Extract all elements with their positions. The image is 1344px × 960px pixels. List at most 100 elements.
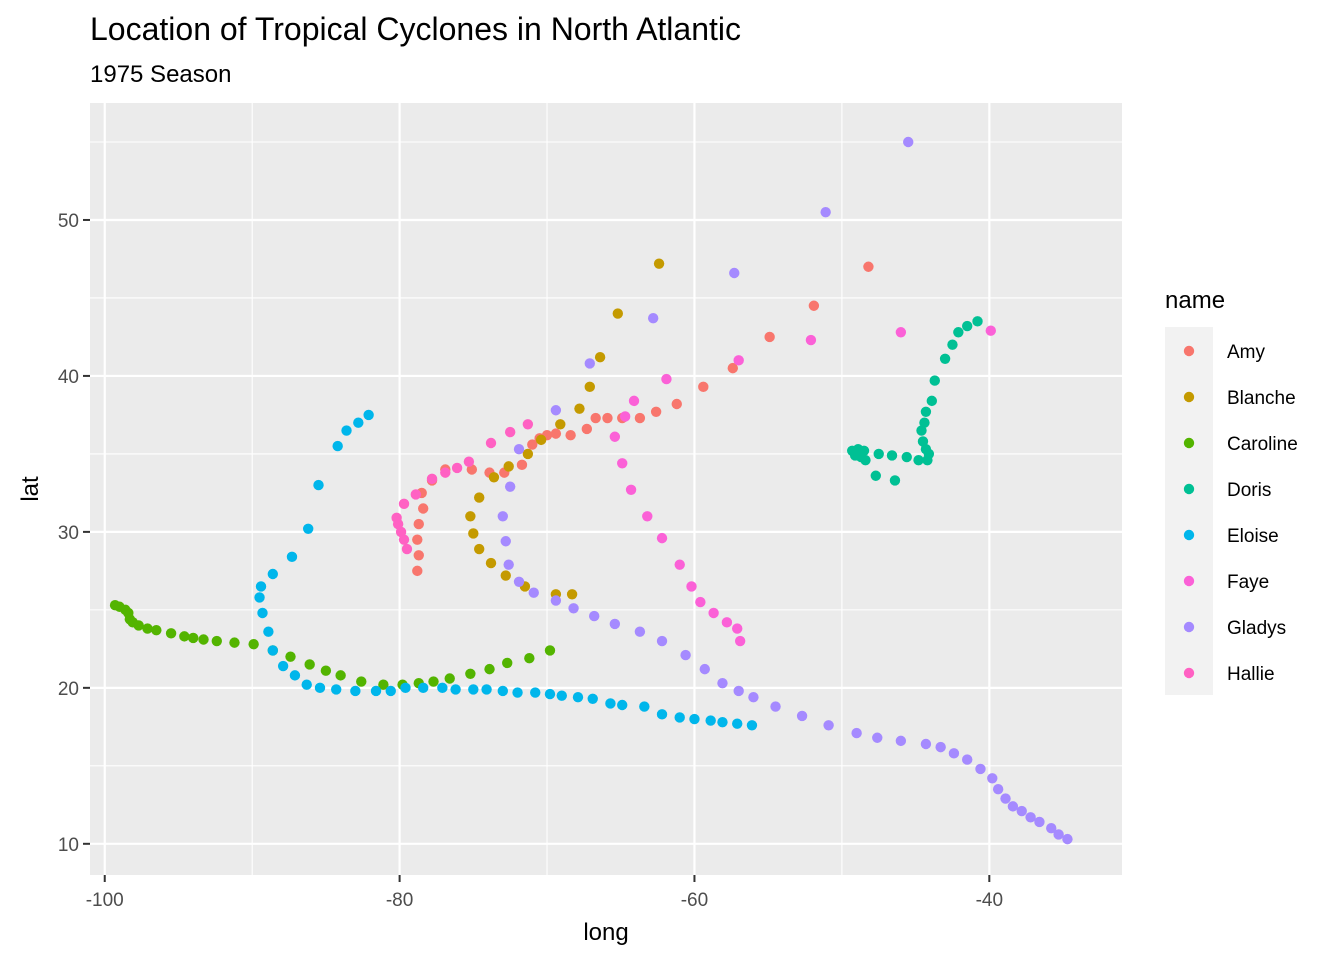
y-tick-label: 50 bbox=[58, 211, 79, 232]
points-layer bbox=[109, 136, 1073, 845]
data-point bbox=[437, 682, 448, 694]
series-blanche bbox=[465, 258, 665, 600]
data-point bbox=[985, 325, 996, 336]
data-point bbox=[698, 381, 709, 393]
data-point bbox=[734, 635, 746, 647]
legend-label-eloise: Eloise bbox=[1227, 526, 1279, 547]
data-point bbox=[895, 327, 907, 338]
data-point bbox=[695, 596, 706, 608]
legend-keys-background bbox=[1165, 327, 1213, 695]
data-point bbox=[188, 632, 199, 644]
legend-key-faye bbox=[1183, 575, 1195, 587]
data-point bbox=[555, 419, 566, 430]
legend-key-caroline bbox=[1183, 437, 1195, 449]
data-point bbox=[500, 536, 511, 547]
data-point bbox=[331, 684, 342, 695]
data-point bbox=[605, 698, 616, 709]
data-point bbox=[617, 458, 628, 469]
plot-panel bbox=[90, 103, 1122, 875]
data-point bbox=[267, 645, 279, 656]
data-point bbox=[590, 412, 601, 424]
data-point bbox=[609, 431, 621, 442]
data-point bbox=[468, 684, 479, 695]
data-point bbox=[796, 710, 808, 722]
data-point bbox=[484, 663, 495, 675]
series-eloise bbox=[254, 409, 758, 731]
data-point bbox=[634, 626, 646, 637]
legend-title: name bbox=[1165, 287, 1225, 314]
data-point bbox=[468, 528, 479, 539]
data-point bbox=[363, 409, 374, 421]
legend-label-hallie: Hallie bbox=[1227, 664, 1275, 685]
legend-label-blanche: Blanche bbox=[1227, 388, 1296, 409]
data-point bbox=[142, 623, 153, 634]
data-point bbox=[895, 735, 907, 747]
x-tick-label: -40 bbox=[976, 890, 1003, 911]
data-point bbox=[522, 448, 534, 460]
data-point bbox=[504, 426, 516, 438]
data-point bbox=[656, 709, 668, 720]
data-point bbox=[512, 687, 523, 698]
data-point bbox=[764, 331, 775, 343]
data-point bbox=[444, 673, 455, 684]
data-point bbox=[370, 685, 382, 697]
series-faye bbox=[609, 325, 996, 647]
data-point bbox=[513, 444, 525, 455]
y-axis: 10 20 30 40 50 bbox=[58, 211, 90, 856]
data-point bbox=[1046, 823, 1057, 834]
data-point bbox=[450, 684, 461, 695]
data-point bbox=[412, 534, 423, 545]
data-point bbox=[671, 398, 682, 410]
data-point bbox=[474, 492, 485, 503]
data-point bbox=[451, 462, 463, 474]
data-point bbox=[426, 473, 438, 485]
data-point bbox=[410, 489, 422, 500]
data-point bbox=[587, 693, 598, 704]
data-point bbox=[872, 732, 883, 743]
data-point bbox=[565, 429, 576, 441]
data-point bbox=[708, 607, 719, 619]
data-point bbox=[556, 690, 567, 701]
data-point bbox=[550, 428, 562, 439]
data-point bbox=[522, 419, 534, 430]
data-point bbox=[653, 258, 665, 269]
data-point bbox=[584, 358, 595, 369]
data-point bbox=[619, 411, 631, 422]
data-point bbox=[566, 589, 578, 600]
data-point bbox=[488, 472, 500, 483]
data-point bbox=[302, 523, 314, 534]
legend-key-amy bbox=[1183, 345, 1195, 357]
x-axis-title: long bbox=[583, 919, 628, 946]
data-point bbox=[948, 748, 960, 759]
data-point bbox=[466, 464, 478, 475]
data-point bbox=[886, 450, 898, 461]
y-tick-label: 30 bbox=[58, 523, 79, 544]
data-point bbox=[385, 685, 396, 697]
data-point bbox=[972, 316, 983, 327]
data-point bbox=[527, 439, 538, 450]
data-point bbox=[947, 339, 958, 350]
data-point bbox=[609, 618, 621, 630]
data-point bbox=[639, 701, 650, 712]
data-point bbox=[721, 617, 733, 628]
data-point bbox=[962, 320, 973, 332]
data-point bbox=[594, 352, 606, 363]
data-point bbox=[962, 754, 973, 765]
data-point bbox=[301, 679, 312, 690]
data-point bbox=[732, 718, 743, 729]
data-point bbox=[378, 679, 389, 690]
data-point bbox=[808, 300, 820, 311]
data-point bbox=[1062, 833, 1073, 845]
data-point bbox=[395, 526, 407, 538]
data-point bbox=[656, 532, 668, 544]
grid-major bbox=[90, 103, 1122, 875]
data-point bbox=[332, 440, 343, 452]
data-point bbox=[413, 550, 424, 561]
data-point bbox=[485, 437, 497, 449]
data-point bbox=[277, 660, 289, 672]
data-point bbox=[504, 481, 516, 492]
data-point bbox=[680, 649, 691, 661]
data-point bbox=[926, 395, 938, 407]
data-point bbox=[823, 720, 834, 731]
